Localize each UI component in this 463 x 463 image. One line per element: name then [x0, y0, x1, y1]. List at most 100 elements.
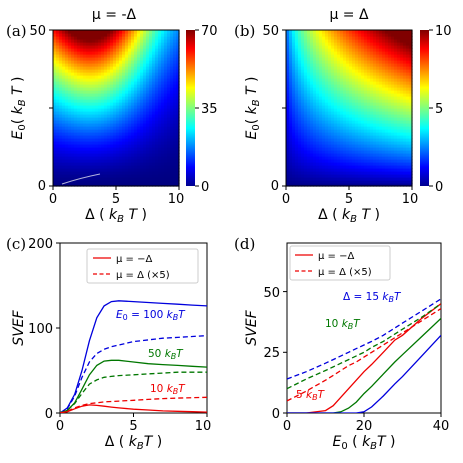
heatmap-cell — [361, 81, 365, 85]
panel-c-ytick: 100 — [28, 322, 53, 337]
heatmap-cell — [316, 39, 320, 43]
heatmap-cell — [149, 171, 153, 175]
heatmap-cell — [310, 33, 314, 37]
heatmap-cell — [56, 72, 60, 76]
heatmap-cell — [316, 75, 320, 79]
heatmap-cell — [164, 132, 168, 136]
heatmap-cell — [101, 120, 105, 124]
heatmap-cell — [62, 57, 66, 61]
heatmap-cell — [146, 48, 150, 52]
heatmap-cell — [349, 159, 353, 163]
heatmap-cell — [101, 51, 105, 55]
heatmap-cell — [74, 87, 78, 91]
heatmap-cell — [137, 171, 141, 175]
heatmap-cell — [343, 108, 347, 112]
heatmap-cell — [328, 177, 332, 181]
heatmap-cell — [334, 180, 338, 184]
heatmap-cell — [152, 105, 156, 109]
heatmap-cell — [307, 93, 311, 97]
heatmap-cell — [310, 159, 314, 163]
heatmap-cell — [379, 120, 383, 124]
heatmap-cell — [382, 180, 386, 184]
heatmap-cell — [74, 150, 78, 154]
heatmap-cell — [289, 72, 293, 76]
heatmap-cell — [394, 144, 398, 148]
heatmap-cell — [149, 111, 153, 115]
heatmap-cell — [304, 69, 308, 73]
heatmap-cell — [86, 114, 90, 118]
heatmap-cell — [95, 147, 99, 151]
heatmap-cell — [110, 156, 114, 160]
heatmap-cell — [367, 87, 371, 91]
heatmap-cell — [167, 57, 171, 61]
heatmap-cell — [337, 156, 341, 160]
heatmap-cell — [140, 69, 144, 73]
heatmap-cell — [403, 162, 407, 166]
heatmap-cell — [86, 90, 90, 94]
heatmap-cell — [158, 129, 162, 133]
heatmap-cell — [116, 135, 120, 139]
heatmap-cell — [107, 123, 111, 127]
heatmap-cell — [149, 90, 153, 94]
heatmap-cell — [310, 66, 314, 70]
heatmap-cell — [167, 171, 171, 175]
heatmap-cell — [319, 141, 323, 145]
heatmap-cell — [116, 51, 120, 55]
heatmap-cell — [358, 126, 362, 130]
heatmap-cell — [289, 114, 293, 118]
heatmap-cell — [137, 66, 141, 70]
heatmap-cell — [137, 183, 141, 187]
heatmap-cell — [322, 36, 326, 40]
heatmap-cell — [74, 153, 78, 157]
heatmap-cell — [170, 84, 174, 88]
heatmap-cell — [140, 159, 144, 163]
heatmap-cell — [92, 102, 96, 106]
heatmap-cell — [331, 30, 335, 34]
heatmap-cell — [337, 141, 341, 145]
heatmap-cell — [164, 60, 168, 64]
heatmap-cell — [101, 129, 105, 133]
heatmap-cell — [292, 69, 296, 73]
heatmap-cell — [137, 90, 141, 94]
heatmap-cell — [292, 57, 296, 61]
heatmap-cell — [304, 54, 308, 58]
heatmap-cell — [346, 114, 350, 118]
heatmap-cell — [394, 84, 398, 88]
heatmap-cell — [71, 57, 75, 61]
heatmap-cell — [149, 138, 153, 142]
heatmap-cell — [352, 132, 356, 136]
heatmap-cell — [128, 132, 132, 136]
heatmap-cell — [122, 84, 126, 88]
heatmap-cell — [358, 84, 362, 88]
heatmap-cell — [116, 183, 120, 187]
heatmap-cell — [295, 159, 299, 163]
heatmap-cell — [122, 60, 126, 64]
heatmap-cell — [361, 63, 365, 67]
heatmap-cell — [319, 168, 323, 172]
heatmap-cell — [167, 120, 171, 124]
heatmap-cell — [107, 60, 111, 64]
heatmap-cell — [176, 177, 180, 181]
heatmap-cell — [400, 36, 404, 40]
heatmap-cell — [113, 144, 117, 148]
heatmap-cell — [409, 69, 413, 73]
heatmap-cell — [83, 177, 87, 181]
heatmap-cell — [152, 63, 156, 67]
heatmap-cell — [98, 42, 102, 46]
heatmap-cell — [137, 156, 141, 160]
heatmap-cell — [65, 162, 69, 166]
heatmap-cell — [355, 48, 359, 52]
heatmap-cell — [71, 144, 75, 148]
heatmap-cell — [119, 144, 123, 148]
heatmap-cell — [373, 108, 377, 112]
heatmap-cell — [394, 117, 398, 121]
heatmap-cell — [134, 72, 138, 76]
heatmap-cell — [80, 39, 84, 43]
heatmap-cell — [406, 78, 410, 82]
heatmap-cell — [71, 174, 75, 178]
heatmap-cell — [74, 39, 78, 43]
heatmap-cell — [77, 72, 81, 76]
heatmap-cell — [325, 63, 329, 67]
heatmap-cell — [77, 57, 81, 61]
heatmap-cell — [173, 180, 177, 184]
